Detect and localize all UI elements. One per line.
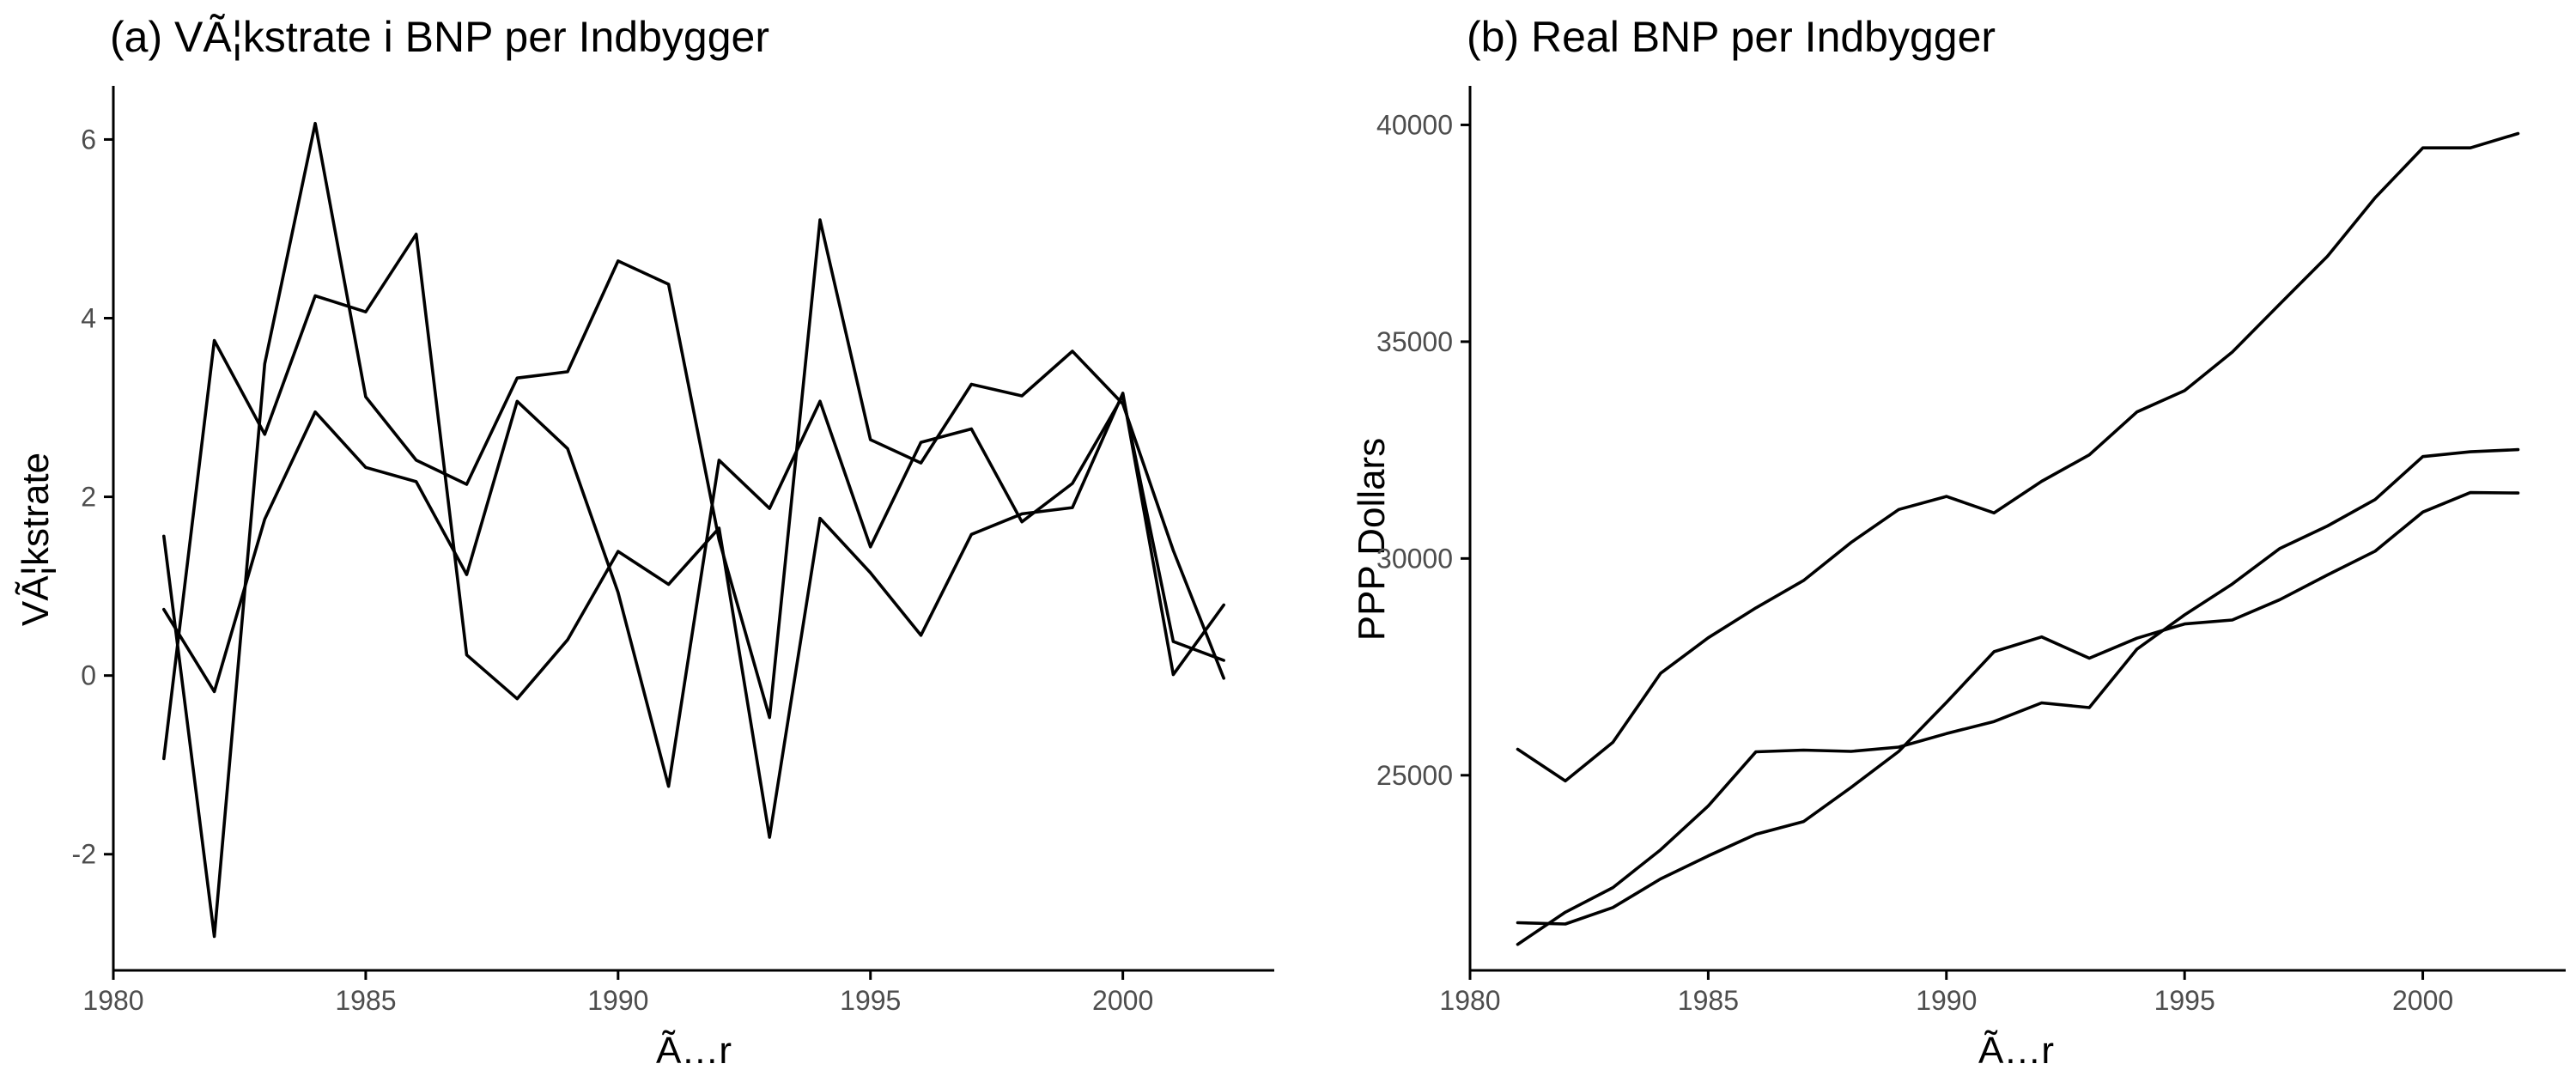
panel-b-lines: [1516, 131, 2520, 946]
panel-b-series-line-1: [1516, 131, 2520, 783]
panel-b-y-tick-label: 35000: [1376, 326, 1453, 357]
panel-a-y-axis-label: VÃ¦kstrate: [14, 453, 57, 626]
panel-b-series-line-3: [1516, 490, 2520, 926]
panel-a-series-line-1: [162, 121, 1225, 939]
panel-a-title: (a) VÃ¦kstrate i BNP per Indbygger: [110, 13, 769, 61]
panel-a-x-tick-label: 1995: [840, 985, 901, 1016]
panel-a-x-axis-label: Ã…r: [656, 1029, 732, 1072]
panel-b-x-tick-label: 2000: [2392, 985, 2453, 1016]
panel-b-x-axis-label: Ã…r: [1978, 1029, 2054, 1072]
panel-b-x-tick-label: 1990: [1916, 985, 1977, 1016]
panel-a-axes: 1980 1985 1990 1995 2000 -2 0 2 4 6: [72, 86, 1274, 1016]
panel-b-title: (b) Real BNP per Indbygger: [1467, 13, 1996, 61]
panel-b-x-tick-label: 1980: [1439, 985, 1500, 1016]
panel-a-y-tick-label: 2: [81, 482, 96, 513]
panel-b-y-axis-label: PPP Dollars: [1351, 438, 1393, 641]
panel-b-y-tick-label: 40000: [1376, 109, 1453, 140]
panel-a-x-tick-label: 1990: [587, 985, 648, 1016]
panel-a-x-tick-label: 2000: [1092, 985, 1153, 1016]
panel-b-y-tick-label: 30000: [1376, 543, 1453, 574]
panel-a-lines: [162, 121, 1225, 939]
panel-b-series-line-2: [1516, 447, 2520, 946]
panel-a-series-line-2: [162, 232, 1225, 839]
panel-a-y-tick-label: 6: [81, 124, 96, 155]
panel-a-series-line-3: [162, 394, 1225, 788]
panel-a-y-tick-label: -2: [72, 839, 96, 870]
panel-b-y-tick-label: 25000: [1376, 760, 1453, 791]
panel-a: (a) VÃ¦kstrate i BNP per Indbygger VÃ¦ks…: [14, 13, 1274, 1072]
panel-a-x-tick-label: 1985: [335, 985, 396, 1016]
panel-a-x-tick-label: 1980: [82, 985, 143, 1016]
panel-b-x-tick-label: 1995: [2154, 985, 2215, 1016]
panel-a-y-tick-label: 4: [81, 303, 96, 334]
panel-b-x-tick-label: 1985: [1678, 985, 1739, 1016]
panel-a-y-tick-label: 0: [81, 660, 96, 691]
panel-b-axes: 1980 1985 1990 1995 2000 25000 30000 35000 40000: [1376, 86, 2566, 1016]
panel-b: (b) Real BNP per Indbygger PPP Dollars Ã…: [1351, 13, 2566, 1072]
